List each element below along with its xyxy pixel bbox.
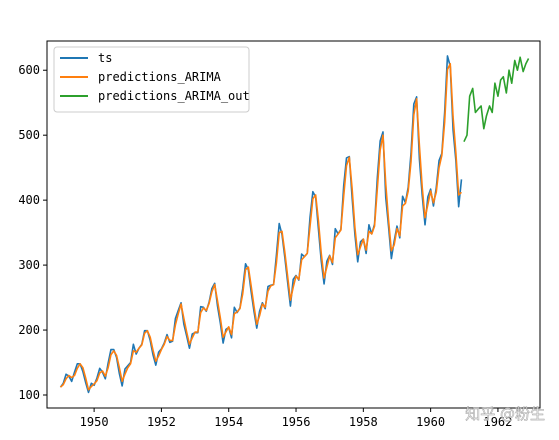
y-tick-label: 300	[18, 258, 40, 272]
x-tick-label: 1950	[80, 415, 109, 429]
series-line-2	[59, 62, 463, 391]
series-line-3	[463, 56, 530, 143]
y-tick-label: 100	[18, 388, 40, 402]
legend-label: predictions_ARIMA_out	[98, 89, 250, 103]
x-tick-label: 1954	[214, 415, 243, 429]
x-tick-label: 1960	[416, 415, 445, 429]
y-tick-label: 400	[18, 193, 40, 207]
y-tick-label: 200	[18, 323, 40, 337]
legend-label: ts	[98, 51, 112, 65]
x-tick-label: 1956	[282, 415, 311, 429]
watermark-text: 知乎 @粉生	[465, 405, 545, 423]
series-lines	[59, 55, 530, 394]
x-tick-label: 1958	[349, 415, 378, 429]
legend-label: predictions_ARIMA	[98, 70, 222, 84]
x-axis: 1950 1952 1954 1956 1958 1960 1962	[80, 408, 512, 429]
legend-box	[53, 46, 250, 113]
axes-frame	[46, 40, 541, 409]
y-tick-label: 500	[18, 128, 40, 142]
y-tick-label: 600	[18, 63, 40, 77]
x-tick-label: 1962	[483, 415, 512, 429]
x-tick-label: 1952	[147, 415, 176, 429]
y-axis: 100 200 300 400 500 600	[18, 63, 47, 402]
legend: ts predictions_ARIMA predictions_ARIMA_out	[53, 46, 250, 113]
